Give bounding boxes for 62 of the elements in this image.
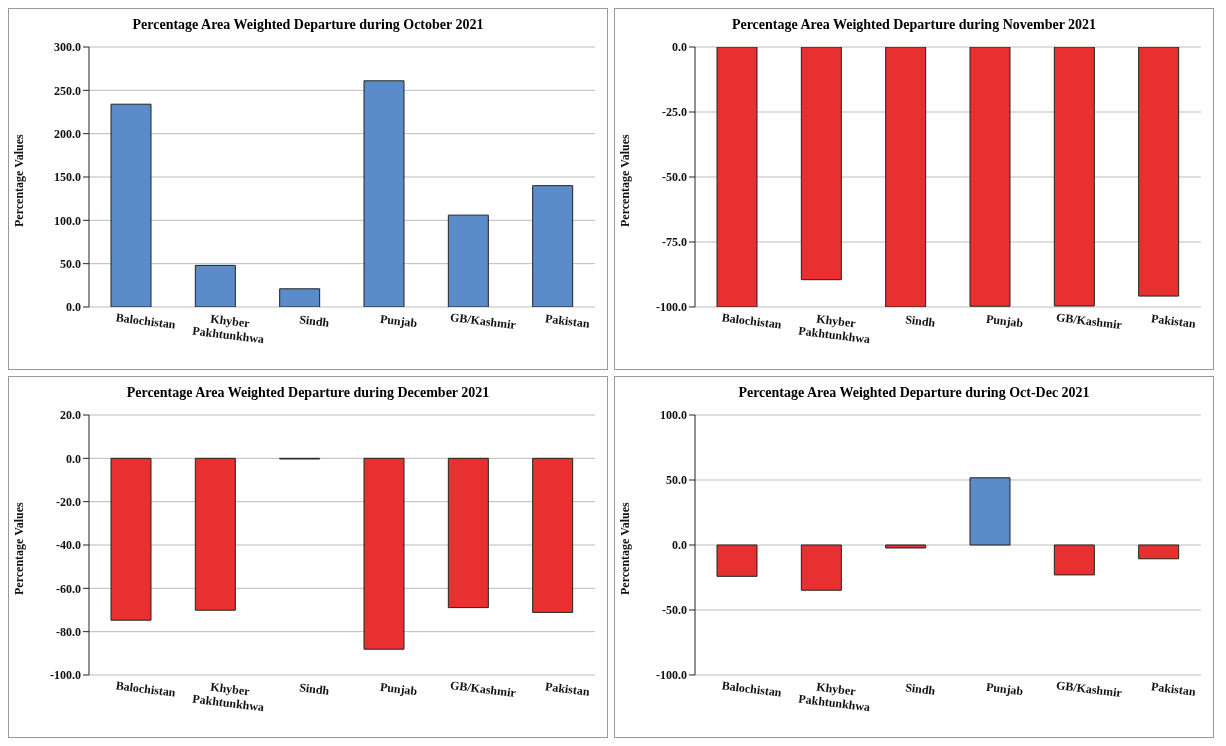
y-tick-label: 200.0 bbox=[54, 126, 81, 141]
y-axis-title: Percentage Values bbox=[618, 133, 633, 227]
y-tick-label: -25.0 bbox=[662, 105, 687, 120]
x-tick-label: Sindh bbox=[904, 680, 937, 698]
x-tick-label: Balochistan bbox=[721, 678, 783, 700]
x-tick-label: Pakistan bbox=[544, 311, 591, 331]
x-tick-label: Punjab bbox=[985, 679, 1025, 699]
y-tick-label: 50.0 bbox=[666, 473, 687, 488]
y-tick-label: -75.0 bbox=[662, 235, 687, 250]
y-tick-label: 0.0 bbox=[672, 538, 687, 553]
y-tick-label: 100.0 bbox=[54, 213, 81, 228]
x-tick-label: Khyber Pakhtunkhwa bbox=[797, 679, 871, 715]
x-tick-label: Balochistan bbox=[721, 310, 783, 332]
y-tick-label: 20.0 bbox=[60, 408, 81, 423]
x-tick-label: Balochistan bbox=[115, 678, 177, 700]
x-tick-label: Pakistan bbox=[1150, 679, 1197, 699]
x-tick-label: Khyber Pakhtunkhwa bbox=[191, 311, 265, 347]
x-tick-label: Khyber Pakhtunkhwa bbox=[191, 679, 265, 715]
chart-title: Percentage Area Weighted Departure during December 2021 bbox=[125, 384, 491, 402]
x-tick-label: Punjab bbox=[985, 311, 1025, 331]
x-tick-label: Balochistan bbox=[115, 310, 177, 332]
x-tick-label: GB/Kashmir bbox=[449, 310, 518, 333]
x-tick-label: Punjab bbox=[379, 679, 419, 699]
x-tick-label: GB/Kashmir bbox=[449, 678, 518, 701]
y-axis-title: Percentage Values bbox=[12, 133, 27, 227]
chart-title: Percentage Area Weighted Departure during November 2021 bbox=[730, 16, 1098, 34]
y-tick-label: 100.0 bbox=[660, 408, 687, 423]
y-tick-label: -80.0 bbox=[56, 624, 81, 639]
y-tick-label: 50.0 bbox=[60, 256, 81, 271]
y-tick-label: 0.0 bbox=[672, 40, 687, 55]
y-tick-label: 250.0 bbox=[54, 83, 81, 98]
x-tick-label: Pakistan bbox=[1150, 311, 1197, 331]
y-tick-label: 0.0 bbox=[66, 451, 81, 466]
y-tick-label: -100.0 bbox=[656, 300, 687, 315]
y-tick-label: -100.0 bbox=[50, 668, 81, 683]
y-tick-label: -60.0 bbox=[56, 581, 81, 596]
chart-title: Percentage Area Weighted Departure during October 2021 bbox=[131, 16, 485, 34]
x-tick-label: Khyber Pakhtunkhwa bbox=[797, 311, 871, 347]
y-tick-label: -40.0 bbox=[56, 538, 81, 553]
bar bbox=[279, 288, 321, 307]
x-tick-label: Pakistan bbox=[544, 679, 591, 699]
y-axis-title: Percentage Values bbox=[618, 501, 633, 595]
y-tick-label: -50.0 bbox=[662, 170, 687, 185]
y-tick-label: 300.0 bbox=[54, 40, 81, 55]
x-tick-label: Sindh bbox=[298, 312, 331, 330]
bar bbox=[447, 214, 489, 307]
y-tick-label: -20.0 bbox=[56, 494, 81, 509]
y-axis-title: Percentage Values bbox=[12, 501, 27, 595]
bar bbox=[532, 185, 574, 307]
x-tick-label: Sindh bbox=[904, 312, 937, 330]
x-tick-label: GB/Kashmir bbox=[1055, 310, 1124, 333]
y-tick-label: -100.0 bbox=[656, 668, 687, 683]
chart-title: Percentage Area Weighted Departure during Oct-Dec 2021 bbox=[737, 384, 1091, 402]
bar bbox=[194, 264, 236, 307]
x-tick-label: GB/Kashmir bbox=[1055, 678, 1124, 701]
bar bbox=[110, 103, 152, 307]
y-tick-label: -50.0 bbox=[662, 603, 687, 618]
bar bbox=[363, 80, 405, 307]
x-tick-label: Punjab bbox=[379, 311, 419, 331]
y-tick-label: 150.0 bbox=[54, 170, 81, 185]
x-tick-label: Sindh bbox=[298, 680, 331, 698]
y-tick-label: 0.0 bbox=[66, 300, 81, 315]
